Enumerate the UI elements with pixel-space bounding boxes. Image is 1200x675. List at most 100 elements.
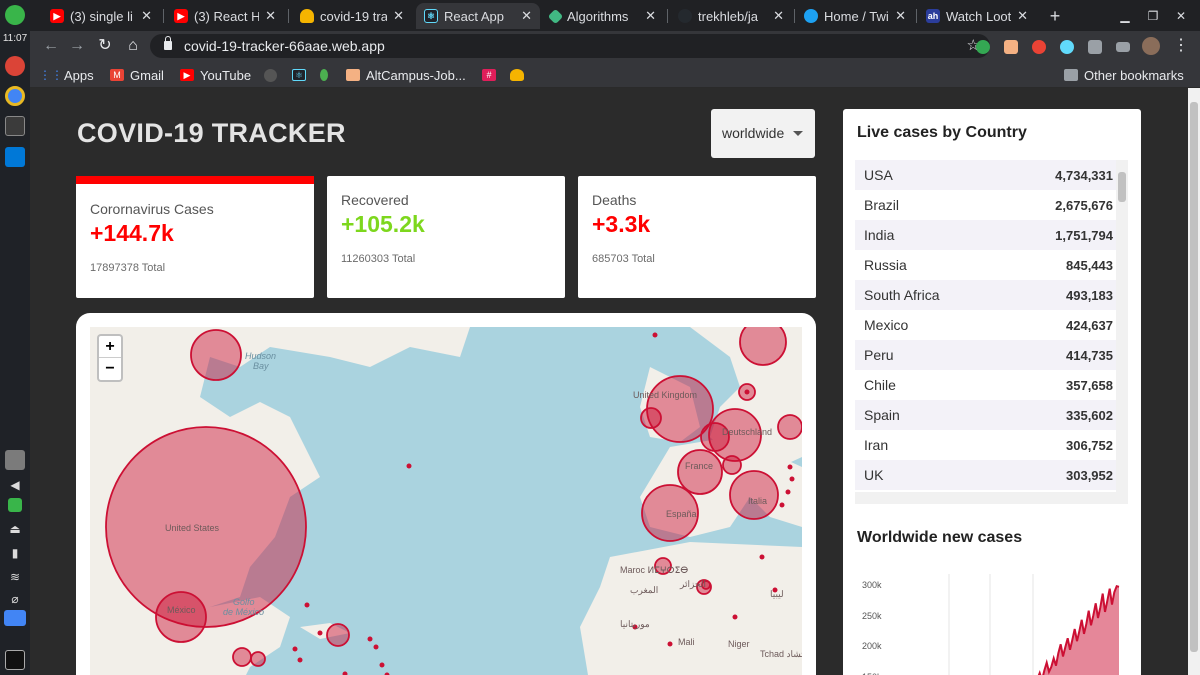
circle-mexico[interactable] — [155, 591, 207, 643]
close-tab-icon[interactable]: ✕ — [1017, 8, 1028, 23]
volume-icon[interactable]: ◀ — [10, 478, 20, 492]
minimize-window-icon[interactable]: ▁ — [1120, 9, 1130, 23]
card-value: +105.2k — [341, 211, 425, 237]
table-scroll-thumb[interactable] — [1118, 172, 1126, 202]
lootera-favicon-icon: ah — [926, 9, 940, 23]
extension-icon[interactable] — [1004, 40, 1018, 54]
circle-spain[interactable] — [641, 484, 699, 542]
region-select[interactable]: worldwide — [711, 109, 815, 158]
small-case-dots — [292, 332, 795, 675]
zoom-in-button[interactable]: + — [99, 336, 121, 358]
circle-central-america[interactable] — [232, 647, 252, 667]
react-devtools-icon[interactable] — [1060, 40, 1074, 54]
home-icon[interactable]: ⌂ — [128, 37, 138, 54]
eject-icon[interactable]: ⏏ — [9, 522, 21, 536]
circle-algeria-small[interactable] — [701, 580, 711, 590]
chrome-dock-icon[interactable] — [5, 56, 25, 76]
extensions-puzzle-icon[interactable] — [1088, 40, 1102, 54]
circle-germany[interactable] — [708, 408, 762, 462]
zoom-out-button[interactable]: − — [105, 360, 115, 377]
circle-canada[interactable] — [190, 329, 242, 381]
close-tab-icon[interactable]: ✕ — [141, 8, 152, 23]
circle-belgium[interactable] — [700, 422, 730, 452]
circle-sweden[interactable] — [739, 327, 787, 366]
bookmark-youtube[interactable]: ▶ YouTube — [180, 66, 251, 84]
circle-morocco[interactable] — [696, 579, 712, 595]
bookmark-apps[interactable]: ⋮⋮ Apps — [39, 66, 94, 84]
launcher-icon[interactable] — [5, 5, 25, 25]
reading-list-icon[interactable] — [1116, 42, 1130, 52]
circle-poland[interactable] — [777, 414, 802, 440]
close-tab-icon[interactable]: ✕ — [393, 8, 404, 23]
files-dock-icon[interactable] — [5, 450, 25, 470]
table-horizontal-scrollbar[interactable] — [855, 492, 1116, 504]
new-tab-button[interactable]: + — [1049, 6, 1061, 26]
live-cases-table[interactable]: USA 4,734,331 Brazil 2,675,676 India 1,751,79… — [855, 160, 1128, 504]
cases-card[interactable]: Corornavirus Cases +144.7k 17897378 Tota… — [76, 176, 314, 298]
tab-1[interactable]: ▶ (3) React H ✕ — [166, 3, 284, 29]
close-window-icon[interactable]: ✕ — [1175, 9, 1187, 23]
bookmark-label: Gmail — [130, 67, 164, 83]
forward-icon[interactable]: → — [69, 37, 85, 54]
circle-france[interactable] — [677, 449, 723, 495]
recovered-card[interactable]: Recovered +105.2k 11260303 Total — [327, 176, 565, 298]
os-clock: 11:07 — [2, 33, 28, 44]
new-cases-chart: 300k 250k 200k 150k — [857, 574, 1132, 675]
bookmark-altcampus[interactable]: AltCampus-Job... — [346, 66, 466, 84]
bookmark-github[interactable] — [264, 66, 283, 84]
circle-italy[interactable] — [729, 470, 779, 520]
reload-icon[interactable]: ↻ — [98, 37, 112, 54]
circle-usa[interactable] — [105, 426, 307, 628]
bookmark-slack[interactable]: # — [482, 66, 502, 84]
page-vertical-scrollbar[interactable] — [1188, 88, 1200, 675]
page-scroll-thumb[interactable] — [1190, 102, 1198, 652]
restore-window-icon[interactable]: ❐ — [1147, 9, 1159, 23]
circle-morocco-coast[interactable] — [654, 557, 672, 575]
chrome-dev-dock-icon[interactable] — [5, 86, 25, 106]
tab-6[interactable]: Home / Twi ✕ — [796, 3, 914, 29]
circle-switzerland[interactable] — [722, 455, 742, 475]
map-label: Deutschland — [722, 427, 773, 437]
wifi-icon[interactable]: ≋ — [9, 570, 21, 584]
tab-7[interactable]: ah Watch Loot ✕ — [918, 3, 1036, 29]
card-value: +144.7k — [90, 220, 174, 246]
grammarly-extension-icon[interactable] — [976, 40, 990, 54]
country-name: UK — [864, 467, 884, 483]
chrome-taskbar-icon[interactable] — [4, 610, 26, 626]
deaths-card[interactable]: Deaths +3.3k 685703 Total — [578, 176, 816, 298]
tab-3-active[interactable]: ⚛ React App ✕ — [416, 3, 540, 29]
map-label: Hudson — [245, 351, 277, 361]
profile-avatar[interactable] — [1142, 37, 1160, 55]
circle-cuba-region[interactable] — [326, 623, 350, 647]
package-icon[interactable] — [8, 498, 22, 512]
close-tab-icon[interactable]: ✕ — [265, 8, 276, 23]
close-tab-icon[interactable]: ✕ — [895, 8, 906, 23]
bookmark-react[interactable]: ⚛ — [292, 66, 312, 84]
tab-0[interactable]: ▶ (3) single li ✕ — [42, 3, 160, 29]
vscode-dock-icon[interactable] — [5, 147, 25, 167]
tab-4[interactable]: Algorithms ✕ — [542, 3, 664, 29]
circle-ireland[interactable] — [640, 407, 662, 429]
bookmark-leaf[interactable] — [320, 66, 334, 84]
close-tab-icon[interactable]: ✕ — [773, 8, 784, 23]
bookmark-gmail[interactable]: M Gmail — [110, 66, 164, 84]
table-vertical-scrollbar[interactable] — [1116, 160, 1128, 504]
world-map[interactable]: + − Hudson Bay United States México Golf… — [90, 327, 802, 675]
card-total: 685703 Total — [592, 253, 655, 265]
color-extension-icon[interactable] — [1032, 40, 1046, 54]
country-name: Iran — [864, 437, 889, 453]
tab-2[interactable]: covid-19 tra ✕ — [292, 3, 412, 29]
back-icon[interactable]: ← — [43, 37, 59, 54]
close-tab-icon[interactable]: ✕ — [521, 8, 532, 23]
x-icon[interactable] — [5, 650, 25, 670]
browser-menu-icon[interactable]: ⋮ — [1173, 37, 1189, 54]
close-tab-icon[interactable]: ✕ — [645, 8, 656, 23]
circle-central-america-2[interactable] — [250, 651, 266, 667]
bookmark-flame[interactable] — [510, 66, 530, 84]
paperclip-icon[interactable]: ⌀ — [11, 592, 19, 606]
other-bookmarks-folder[interactable]: Other bookmarks — [1064, 66, 1184, 84]
terminal-dock-icon[interactable] — [5, 116, 25, 136]
address-bar[interactable]: covid-19-tracker-66aae.web.app ☆ — [150, 34, 990, 58]
tab-5[interactable]: trekhleb/ja ✕ — [670, 3, 792, 29]
table-row: Brazil 2,675,676 — [855, 190, 1128, 220]
